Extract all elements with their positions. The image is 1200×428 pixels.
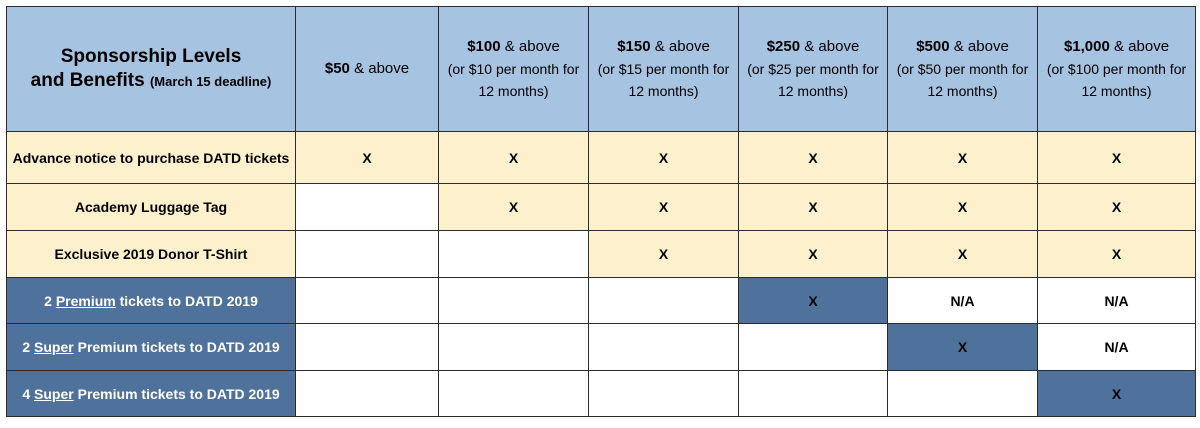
benefit-cell (295, 323, 439, 371)
level-suffix: & above (1109, 38, 1170, 55)
deadline-note: (March 15 deadline) (149, 73, 272, 89)
level-suffix: & above (650, 38, 710, 55)
level-suffix: & above (800, 38, 860, 55)
level-note: (or $100 per month for 12 months) (1046, 61, 1187, 99)
benefit-cell (438, 370, 589, 417)
title-line1: Sponsorship Levels (60, 45, 242, 67)
benefit-cell: X (1037, 183, 1196, 231)
level-amount: $150 (617, 38, 651, 55)
table-row: Advance notice to purchase DATD tickets … (6, 131, 1196, 184)
benefit-cell (588, 370, 739, 417)
benefit-cell (738, 370, 888, 417)
table-row: 4 Super Premium tickets to DATD 2019 X (6, 370, 1196, 417)
benefit-cell: X (1037, 230, 1196, 278)
benefit-cell: N/A (1037, 277, 1196, 324)
benefit-cell: X (887, 323, 1038, 371)
benefit-cell (588, 323, 739, 371)
benefit-cell (438, 323, 589, 371)
level-suffix: & above (500, 38, 560, 55)
level-amount: $250 (766, 38, 801, 55)
benefit-cell (295, 370, 439, 417)
level-header: $50 & above (295, 6, 439, 132)
benefit-cell (588, 277, 739, 324)
benefit-label: 2 Super Premium tickets to DATD 2019 (6, 323, 296, 371)
level-header: $100 & above (or $10 per month for 12 mon… (438, 6, 589, 132)
benefit-cell (887, 370, 1038, 417)
benefit-cell: X (887, 131, 1038, 184)
benefit-cell: X (738, 183, 888, 231)
benefit-cell (438, 230, 589, 278)
level-note: (or $10 per month for 12 months) (447, 61, 580, 99)
level-amount: $100 (467, 38, 501, 55)
benefit-cell (295, 183, 439, 231)
benefit-cell: X (1037, 131, 1196, 184)
benefit-cell: X (1037, 370, 1196, 417)
level-amount: $1,000 (1063, 38, 1110, 55)
sponsorship-table: Sponsorship Levels and Benefits (March 1… (6, 6, 1196, 417)
table-row: Exclusive 2019 Donor T-Shirt X X X X (6, 230, 1196, 278)
level-note: (or $50 per month for 12 months) (896, 61, 1029, 99)
level-suffix: & above (349, 60, 410, 77)
level-header: $150 & above (or $15 per month for 12 mon… (588, 6, 739, 132)
benefit-cell (295, 230, 439, 278)
benefit-label: Exclusive 2019 Donor T-Shirt (6, 230, 296, 278)
benefit-cell (738, 323, 888, 371)
benefit-cell: X (588, 230, 739, 278)
benefit-cell: X (438, 183, 589, 231)
benefit-label: 2 Premium tickets to DATD 2019 (6, 277, 296, 324)
benefit-cell: X (588, 131, 739, 184)
table-row: 2 Premium tickets to DATD 2019 X N/A N/A (6, 277, 1196, 324)
benefit-cell: N/A (887, 277, 1038, 324)
level-header: $250 & above (or $25 per month for 12 mon… (738, 6, 888, 132)
level-suffix: & above (949, 38, 1009, 55)
level-note: (or $25 per month for 12 months) (747, 61, 879, 99)
level-header: $1,000 & above (or $100 per month for 12 … (1037, 6, 1196, 132)
benefit-label: 4 Super Premium tickets to DATD 2019 (6, 370, 296, 417)
level-header: $500 & above (or $50 per month for 12 mon… (887, 6, 1038, 132)
benefit-cell: X (738, 277, 888, 324)
table-title: Sponsorship Levels and Benefits (March 1… (6, 6, 296, 132)
benefit-cell (295, 277, 439, 324)
table-row: Academy Luggage Tag X X X X X (6, 183, 1196, 231)
benefit-label: Advance notice to purchase DATD tickets (6, 131, 296, 184)
benefit-cell: X (887, 230, 1038, 278)
benefit-cell: X (588, 183, 739, 231)
header-row: Sponsorship Levels and Benefits (March 1… (6, 6, 1196, 132)
level-note: (or $15 per month for 12 months) (597, 61, 730, 99)
level-amount: $500 (916, 38, 950, 55)
benefit-cell: X (438, 131, 589, 184)
benefit-cell: X (887, 183, 1038, 231)
title-line2: and Benefits (30, 69, 145, 91)
benefit-cell (438, 277, 589, 324)
table-row: 2 Super Premium tickets to DATD 2019 X N… (6, 323, 1196, 371)
benefit-cell: X (738, 131, 888, 184)
benefit-cell: X (738, 230, 888, 278)
level-amount: $50 (324, 60, 350, 77)
benefit-cell: N/A (1037, 323, 1196, 371)
benefit-label: Academy Luggage Tag (6, 183, 296, 231)
benefit-cell: X (295, 131, 439, 184)
